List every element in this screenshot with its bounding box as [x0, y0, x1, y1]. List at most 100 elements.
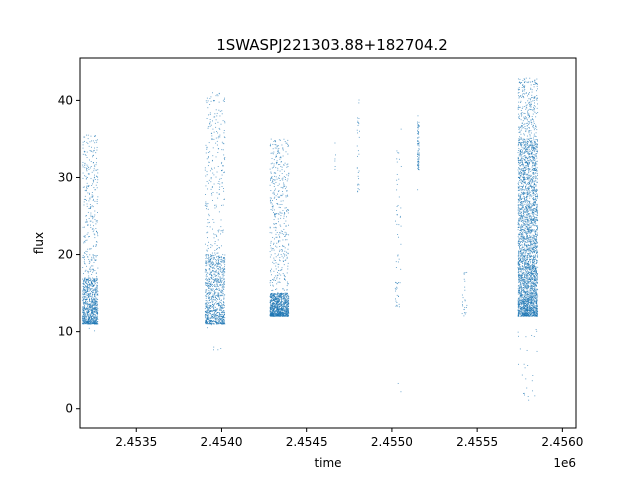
data-point	[282, 309, 283, 311]
data-point	[208, 278, 210, 280]
data-point	[85, 287, 87, 289]
data-point	[517, 306, 519, 308]
data-point	[209, 293, 210, 295]
data-point	[85, 301, 86, 303]
data-point	[210, 258, 212, 260]
data-point	[217, 273, 219, 275]
data-point	[91, 323, 93, 324]
data-point	[523, 392, 525, 394]
data-point	[517, 259, 519, 260]
data-point	[83, 261, 85, 263]
data-point	[214, 299, 216, 301]
data-point	[536, 139, 538, 141]
data-point	[284, 239, 286, 241]
data-point	[284, 275, 285, 277]
data-point	[218, 304, 220, 305]
data-point	[287, 146, 289, 147]
data-point	[271, 315, 272, 316]
data-point	[221, 310, 223, 312]
data-point	[522, 284, 524, 286]
data-point	[93, 150, 95, 152]
data-point	[207, 165, 209, 167]
data-point	[278, 139, 280, 141]
data-point	[283, 312, 285, 314]
data-point	[275, 172, 277, 174]
data-point	[92, 311, 94, 313]
data-point	[531, 216, 533, 218]
data-point	[417, 154, 418, 156]
data-point	[209, 119, 211, 120]
data-point	[92, 196, 94, 198]
data-point	[281, 299, 282, 301]
data-point	[211, 275, 213, 277]
data-point	[270, 270, 271, 271]
data-point	[213, 99, 214, 101]
data-point	[222, 321, 224, 323]
data-point	[274, 193, 275, 195]
data-point	[209, 310, 211, 311]
data-point	[288, 309, 289, 311]
data-point	[518, 303, 520, 305]
data-point	[217, 264, 219, 265]
data-point	[85, 178, 87, 180]
data-point	[359, 130, 360, 132]
data-point	[97, 235, 99, 237]
data-point	[274, 214, 275, 215]
data-point	[533, 159, 535, 161]
data-point	[277, 307, 279, 309]
data-point	[284, 314, 285, 316]
data-point	[522, 206, 523, 208]
data-point	[522, 235, 524, 237]
data-point	[205, 314, 207, 316]
data-point	[271, 313, 273, 315]
data-point	[518, 97, 520, 99]
data-point	[531, 211, 533, 213]
data-point	[222, 286, 224, 288]
data-point	[519, 246, 520, 248]
data-point	[216, 271, 218, 273]
data-point	[87, 311, 89, 313]
data-point	[270, 172, 272, 174]
data-point	[82, 316, 84, 318]
data-point	[88, 236, 89, 238]
data-point	[288, 298, 290, 300]
data-point	[270, 294, 272, 296]
data-point	[97, 212, 98, 213]
data-point	[93, 299, 94, 301]
data-point	[94, 317, 95, 319]
data-point	[87, 294, 89, 296]
data-point	[526, 158, 528, 160]
data-point	[208, 277, 210, 279]
data-point	[418, 157, 420, 159]
data-point	[270, 247, 272, 249]
data-point	[97, 293, 99, 295]
data-point	[527, 315, 529, 317]
data-point	[417, 189, 419, 191]
data-point	[219, 186, 221, 188]
data-point	[92, 320, 94, 322]
data-point	[463, 309, 465, 311]
data-point	[83, 313, 85, 315]
data-point	[207, 283, 209, 285]
data-point	[282, 304, 284, 306]
data-point	[284, 188, 286, 190]
data-point	[273, 299, 275, 301]
data-point	[273, 193, 275, 195]
data-point	[280, 315, 282, 317]
data-point	[524, 269, 526, 271]
data-point	[87, 165, 89, 167]
data-point	[287, 294, 289, 296]
data-point	[519, 155, 521, 157]
data-point	[84, 308, 86, 310]
data-point	[213, 349, 214, 351]
data-point	[533, 98, 535, 100]
data-point	[533, 224, 535, 226]
data-point	[214, 207, 216, 209]
data-point	[277, 193, 278, 195]
data-point	[209, 288, 211, 290]
data-point	[213, 174, 215, 176]
data-point	[270, 171, 272, 173]
data-point	[95, 322, 97, 324]
data-point	[215, 294, 217, 296]
data-point	[94, 135, 96, 137]
